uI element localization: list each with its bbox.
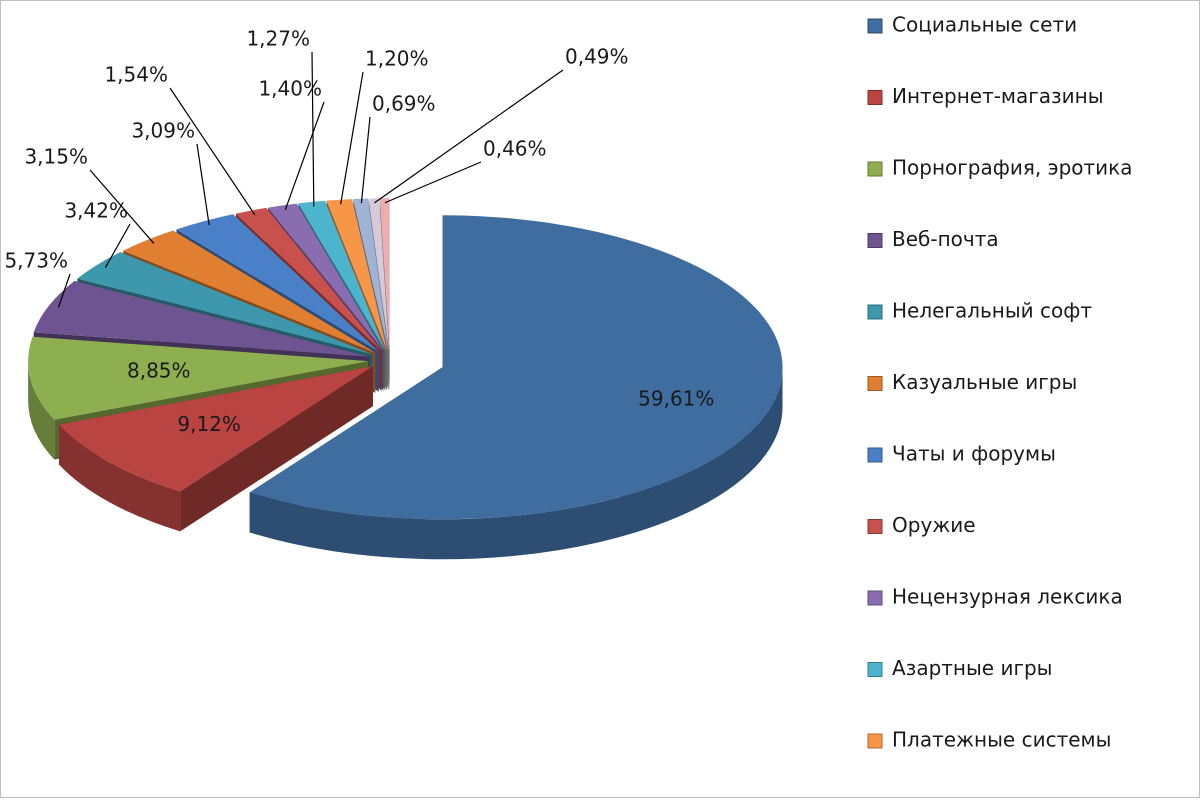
data-label: 5,73%: [4, 249, 68, 273]
data-label: 1,40%: [258, 77, 322, 101]
leader-line: [104, 223, 131, 268]
legend-swatch: [867, 18, 883, 34]
slice-top: [379, 198, 390, 351]
slice: [249, 215, 783, 560]
leader-line: [360, 116, 371, 204]
leader-line: [384, 161, 482, 204]
slice-wall: [59, 424, 181, 532]
leader-line: [89, 169, 155, 244]
slice-top: [33, 281, 370, 357]
legend-swatch: [867, 161, 883, 177]
data-label: 0,69%: [372, 92, 436, 116]
data-label: 8,85%: [127, 359, 191, 383]
legend-swatch: [867, 733, 883, 749]
legend-swatch: [867, 447, 883, 463]
legend-swatch: [867, 662, 883, 677]
data-label: 59,61%: [638, 386, 714, 410]
data-label: 9,12%: [177, 412, 241, 436]
data-label: 0,49%: [565, 45, 629, 69]
legend-label: Азартные игры: [892, 656, 1052, 680]
legend-label: Оружие: [892, 513, 976, 537]
slice-top: [123, 230, 376, 353]
legend-label: Нецензурная лексика: [892, 585, 1123, 609]
slice-top: [28, 336, 369, 420]
legend-swatch: [867, 376, 883, 391]
leader-line: [196, 143, 210, 226]
legend-label: Веб-почта: [892, 227, 999, 251]
legend-swatch: [867, 519, 883, 534]
data-label: 1,20%: [365, 47, 429, 71]
data-label: 3,42%: [64, 199, 128, 223]
slice-wall: [28, 361, 55, 460]
legend-label: Нелегальный софт: [892, 299, 1092, 323]
slice-top: [249, 215, 783, 520]
slice-top: [353, 198, 389, 351]
slice-top: [176, 214, 379, 352]
legend-label: Порнография, эротика: [892, 156, 1132, 180]
legend-swatch: [867, 90, 883, 105]
legend-label: Интернет-магазины: [892, 84, 1104, 108]
leader-line: [340, 71, 364, 205]
legend-label: Платежные системы: [892, 728, 1111, 752]
legend-swatch: [867, 304, 883, 320]
slice-top: [235, 207, 382, 351]
data-label: 3,09%: [131, 119, 195, 143]
leader-line: [169, 87, 256, 216]
data-label: 1,54%: [104, 63, 168, 87]
leader-line: [284, 101, 325, 211]
leader-line: [311, 51, 315, 207]
slice: [59, 366, 373, 532]
legend-swatch: [867, 233, 883, 248]
leader-line: [374, 69, 564, 204]
slice-top: [368, 198, 390, 351]
legend-label: Чаты и форумы: [892, 442, 1056, 466]
leader-line: [57, 273, 71, 308]
slice-top: [59, 366, 373, 492]
legend-swatch: [867, 590, 883, 606]
slice-top: [268, 203, 384, 351]
slice-top: [298, 200, 386, 351]
legend-label: Казуальные игры: [892, 370, 1077, 394]
slice-top: [77, 252, 373, 355]
slice-top: [326, 199, 387, 351]
data-label: 0,46%: [483, 137, 547, 161]
data-label: 3,15%: [24, 145, 88, 169]
legend-label: Социальные сети: [892, 13, 1077, 37]
slice-wall: [249, 367, 783, 560]
data-label: 1,27%: [246, 27, 310, 51]
